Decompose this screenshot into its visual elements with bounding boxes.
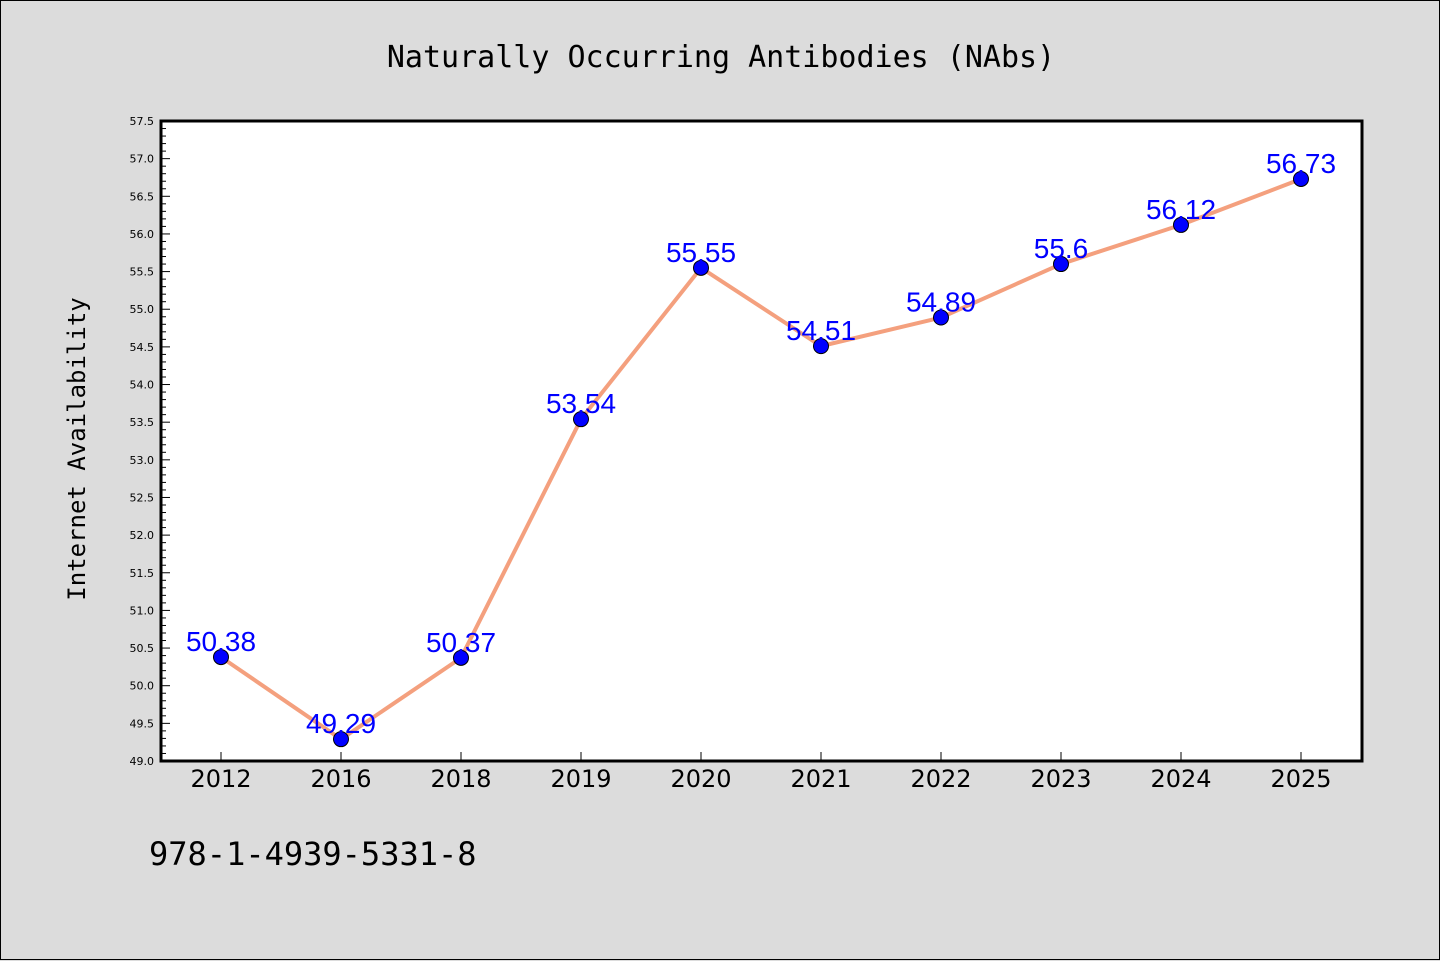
data-label: 55.6 — [1034, 233, 1089, 264]
data-label: 54.51 — [786, 315, 856, 346]
data-point — [333, 731, 349, 748]
y-tick-label: 54.0 — [130, 379, 155, 392]
isbn-footer: 978-1-4939-5331-8 — [149, 835, 477, 873]
data-point — [573, 411, 589, 428]
data-label: 50.37 — [426, 627, 496, 658]
data-labels-group: 50.38 49.29 50.37 53.54 55.55 54.51 54.89 55.6 5… — [186, 148, 1336, 739]
chart-title: Naturally Occurring Antibodies (NAbs) — [387, 40, 1055, 75]
data-point — [213, 649, 229, 666]
x-axis-ticks: 2012 2016 2018 2019 2020 2021 2022 2023 2024 2025 — [190, 752, 1332, 793]
data-label: 49.29 — [306, 708, 376, 739]
y-tick-label: 57.5 — [130, 115, 155, 128]
data-label: 56.12 — [1146, 194, 1216, 225]
markers-group — [213, 170, 1309, 748]
y-tick-label: 52.5 — [130, 491, 155, 504]
y-tick-label: 54.5 — [130, 341, 155, 354]
data-label: 56.73 — [1266, 148, 1336, 179]
y-tick-label: 53.5 — [130, 416, 155, 429]
data-point — [813, 338, 829, 355]
y-tick-label: 50.5 — [130, 642, 155, 655]
x-tick-label: 2020 — [670, 765, 731, 793]
y-tick-label: 56.5 — [130, 190, 155, 203]
y-axis-ticks: 49.0 49.5 50.0 50.5 51.0 51.5 52.0 52.5 53.0 53.5… — [130, 115, 170, 768]
x-tick-label: 2012 — [190, 765, 251, 793]
x-tick-label: 2018 — [430, 765, 491, 793]
data-point — [1053, 256, 1069, 273]
x-tick-label: 2022 — [910, 765, 971, 793]
series-line — [219, 177, 1302, 742]
y-tick-label: 51.0 — [130, 604, 155, 617]
y-tick-label: 53.0 — [130, 454, 155, 467]
x-tick-label: 2025 — [1270, 765, 1331, 793]
x-tick-label: 2019 — [550, 765, 611, 793]
x-tick-label: 2024 — [1150, 765, 1211, 793]
data-label: 53.54 — [546, 388, 616, 419]
data-point — [933, 309, 949, 326]
data-point — [1173, 216, 1189, 233]
y-tick-label: 51.5 — [130, 567, 155, 580]
y-tick-label: 55.5 — [130, 266, 155, 279]
data-label: 54.89 — [906, 287, 976, 318]
y-tick-label: 57.0 — [130, 153, 155, 166]
data-point — [453, 649, 469, 666]
plot-area — [159, 119, 1364, 763]
y-axis-label: Internet Availability — [63, 297, 91, 600]
y-tick-label: 49.5 — [130, 717, 155, 730]
data-label: 50.38 — [186, 626, 256, 657]
series-line-group — [219, 177, 1302, 742]
x-tick-label: 2021 — [790, 765, 851, 793]
x-tick-label: 2016 — [310, 765, 371, 793]
y-tick-label: 56.0 — [130, 228, 155, 241]
data-point — [1293, 170, 1309, 187]
data-point — [693, 259, 709, 276]
data-label: 55.55 — [666, 237, 736, 268]
x-tick-label: 2023 — [1030, 765, 1091, 793]
y-tick-label: 49.0 — [130, 755, 155, 768]
y-tick-label: 55.0 — [130, 303, 155, 316]
y-tick-label: 50.0 — [130, 680, 155, 693]
y-tick-label: 52.0 — [130, 529, 155, 542]
